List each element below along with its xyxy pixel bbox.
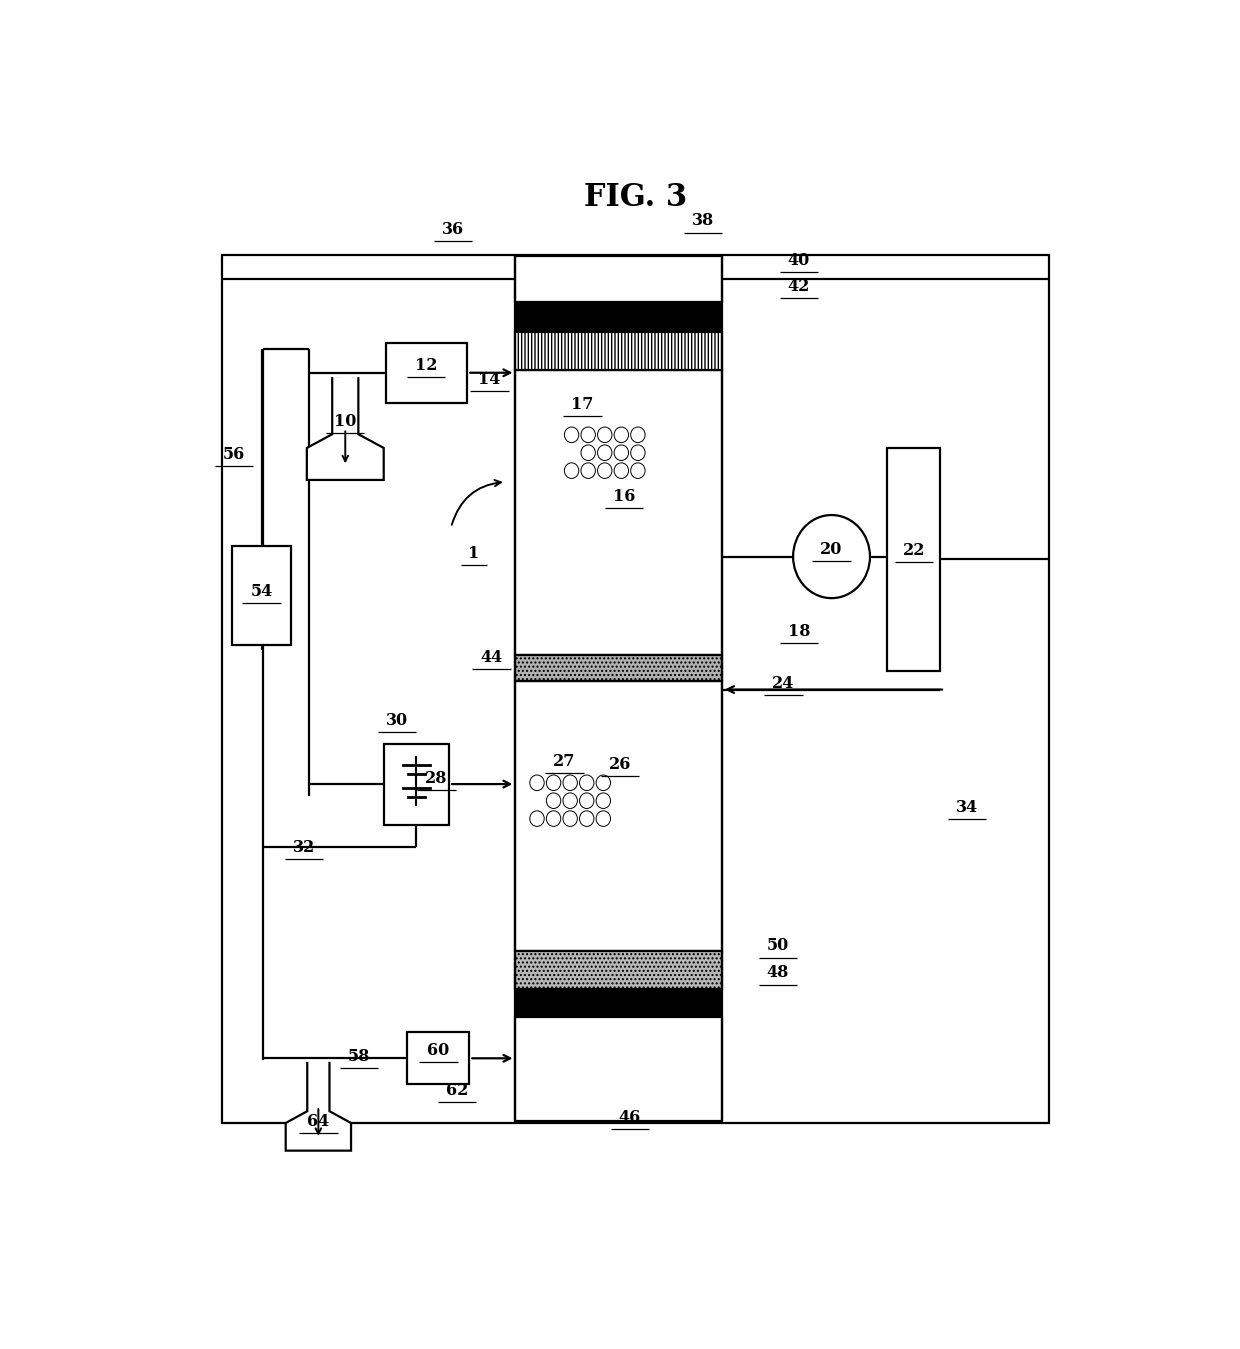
Circle shape bbox=[547, 793, 560, 808]
Circle shape bbox=[563, 811, 578, 827]
Circle shape bbox=[596, 793, 610, 808]
Text: 48: 48 bbox=[766, 965, 789, 982]
Bar bbox=[516, 1017, 722, 1121]
Bar bbox=[232, 546, 291, 645]
Circle shape bbox=[631, 463, 645, 479]
Text: 16: 16 bbox=[613, 487, 635, 505]
Circle shape bbox=[631, 445, 645, 460]
Bar bbox=[386, 343, 467, 403]
Text: 58: 58 bbox=[347, 1048, 370, 1064]
Circle shape bbox=[547, 774, 560, 791]
Text: 42: 42 bbox=[787, 278, 810, 295]
Text: 38: 38 bbox=[692, 212, 714, 229]
Circle shape bbox=[598, 463, 613, 479]
Circle shape bbox=[564, 463, 579, 479]
Text: 26: 26 bbox=[609, 755, 631, 773]
Circle shape bbox=[614, 463, 629, 479]
Bar bbox=[407, 1032, 469, 1085]
Circle shape bbox=[529, 811, 544, 827]
Circle shape bbox=[563, 774, 578, 791]
Bar bbox=[516, 681, 722, 951]
Circle shape bbox=[529, 774, 544, 791]
Text: 24: 24 bbox=[773, 674, 795, 692]
Circle shape bbox=[598, 445, 613, 460]
Text: 10: 10 bbox=[334, 413, 356, 430]
Bar bbox=[222, 255, 1049, 1122]
Text: 40: 40 bbox=[787, 252, 810, 268]
Text: 44: 44 bbox=[480, 649, 502, 665]
Circle shape bbox=[614, 428, 629, 442]
Text: 32: 32 bbox=[293, 839, 315, 855]
Bar bbox=[516, 951, 722, 989]
Bar bbox=[516, 989, 722, 1017]
Text: 56: 56 bbox=[223, 447, 246, 463]
Bar bbox=[516, 302, 722, 332]
Text: 36: 36 bbox=[441, 221, 464, 237]
Text: 28: 28 bbox=[425, 770, 448, 788]
Text: 22: 22 bbox=[903, 542, 925, 558]
Text: 18: 18 bbox=[787, 623, 810, 639]
Text: 34: 34 bbox=[956, 799, 978, 816]
Text: 54: 54 bbox=[250, 583, 273, 600]
Text: 1: 1 bbox=[469, 545, 480, 561]
Polygon shape bbox=[285, 1062, 351, 1151]
Bar bbox=[383, 743, 449, 824]
Polygon shape bbox=[306, 378, 383, 480]
Circle shape bbox=[582, 463, 595, 479]
Circle shape bbox=[563, 793, 578, 808]
Circle shape bbox=[579, 793, 594, 808]
Circle shape bbox=[596, 811, 610, 827]
Circle shape bbox=[547, 811, 560, 827]
Text: 27: 27 bbox=[553, 753, 575, 769]
Circle shape bbox=[598, 428, 613, 442]
Text: 14: 14 bbox=[479, 371, 501, 389]
Text: FIG. 3: FIG. 3 bbox=[584, 182, 687, 213]
Text: 46: 46 bbox=[619, 1109, 641, 1126]
Text: 20: 20 bbox=[821, 541, 843, 557]
Text: 12: 12 bbox=[414, 356, 438, 374]
Text: 50: 50 bbox=[766, 938, 789, 955]
Text: 30: 30 bbox=[386, 712, 408, 728]
Circle shape bbox=[614, 445, 629, 460]
Circle shape bbox=[579, 811, 594, 827]
Circle shape bbox=[582, 445, 595, 460]
Circle shape bbox=[794, 515, 870, 598]
Bar bbox=[516, 656, 722, 681]
FancyArrowPatch shape bbox=[451, 480, 501, 525]
Circle shape bbox=[631, 428, 645, 442]
Bar bbox=[888, 448, 940, 670]
Bar bbox=[516, 256, 722, 302]
Circle shape bbox=[596, 774, 610, 791]
Circle shape bbox=[582, 428, 595, 442]
Text: 17: 17 bbox=[572, 397, 594, 413]
Text: 62: 62 bbox=[445, 1082, 467, 1099]
Text: 60: 60 bbox=[428, 1043, 450, 1059]
Circle shape bbox=[564, 428, 579, 442]
Circle shape bbox=[579, 774, 594, 791]
Bar bbox=[516, 332, 722, 370]
Text: 64: 64 bbox=[308, 1113, 330, 1130]
Bar bbox=[516, 370, 722, 656]
